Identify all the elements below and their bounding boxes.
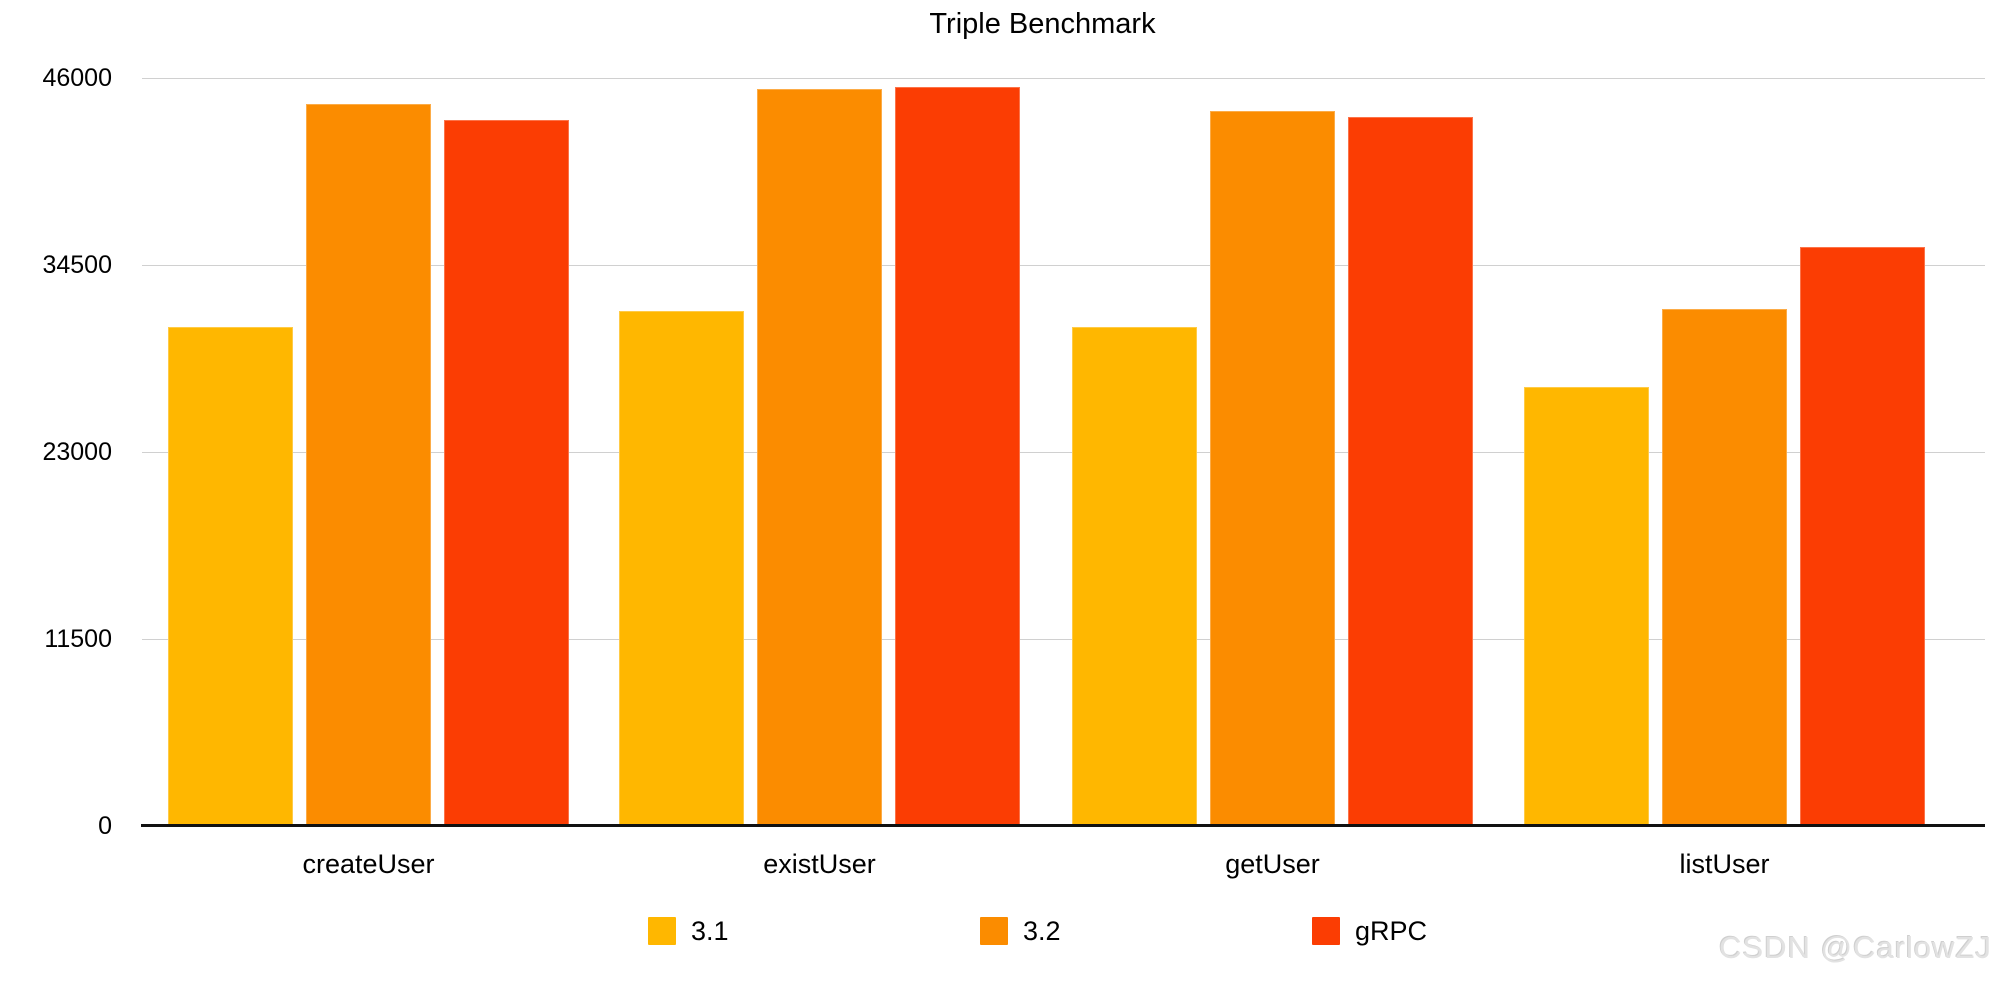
legend-label: 3.1 [691, 916, 729, 946]
legend-label: 3.2 [1023, 916, 1061, 946]
legend-swatch-3.1 [648, 917, 676, 945]
bar-3.1-getUser [1072, 327, 1197, 826]
chart-title: Triple Benchmark [929, 8, 1156, 40]
bar-gRPC-existUser [895, 87, 1020, 826]
bar-3.2-getUser [1210, 111, 1335, 826]
bar-3.2-listUser [1662, 309, 1787, 826]
legend-swatch-gRPC [1312, 917, 1340, 945]
legend-item-gRPC: gRPC [1312, 917, 1427, 945]
bar-gRPC-getUser [1348, 117, 1473, 826]
x-category-label-createUser: createUser [302, 849, 435, 879]
legend-label: gRPC [1355, 916, 1428, 946]
x-category-label-existUser: existUser [763, 849, 876, 879]
y-tick-label: 46000 [42, 64, 112, 92]
x-category-label-listUser: listUser [1679, 849, 1770, 879]
watermark: CSDN @CarlowZJ [1719, 930, 1992, 965]
x-axis-line [141, 824, 1985, 827]
bar-gRPC-listUser [1800, 247, 1925, 826]
gridline-46000 [142, 78, 1985, 79]
gridline-23000 [142, 452, 1985, 453]
gridline-11500 [142, 639, 1985, 640]
bar-3.1-existUser [619, 311, 744, 826]
gridline-34500 [142, 265, 1985, 266]
y-tick-label: 34500 [42, 251, 112, 279]
legend-item-3.2: 3.2 [980, 917, 1061, 945]
bar-3.1-listUser [1524, 387, 1649, 826]
y-tick-label: 23000 [42, 438, 112, 466]
x-category-label-getUser: getUser [1225, 849, 1320, 879]
y-tick-label: 11500 [44, 625, 112, 653]
bar-gRPC-createUser [444, 120, 569, 826]
bar-3.2-existUser [757, 89, 882, 826]
legend-swatch-3.2 [980, 917, 1008, 945]
legend-item-3.1: 3.1 [648, 917, 729, 945]
bar-3.1-createUser [168, 327, 293, 826]
y-tick-label: 0 [98, 812, 112, 840]
bar-3.2-createUser [306, 104, 431, 826]
